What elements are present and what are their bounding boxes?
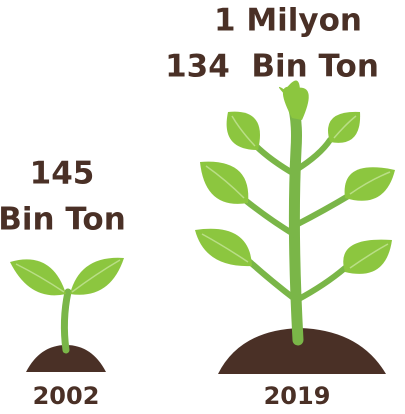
year: 2002 xyxy=(33,382,100,410)
amount-line: Bin Ton xyxy=(0,202,126,238)
amount-line: 1 Milyon xyxy=(214,3,362,39)
amount-line: 145 xyxy=(30,156,95,192)
amount-line: 134 Bin Ton xyxy=(165,49,379,85)
big-plant xyxy=(195,80,395,374)
infographic: 145 Bin Ton 2002 1 Milyon 134 Bin Ton 20… xyxy=(0,0,405,414)
year: 2019 xyxy=(264,382,331,410)
small-plant xyxy=(10,258,124,372)
